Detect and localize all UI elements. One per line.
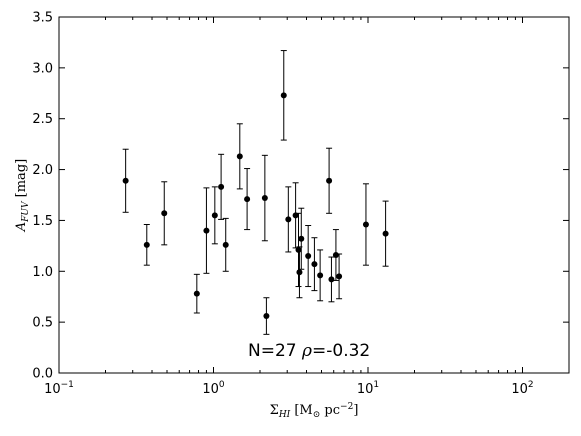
x-tick-labels: 10−1 100 101 102 [44, 380, 534, 397]
data-point [218, 183, 225, 190]
data-point [298, 235, 305, 242]
x-tick-label: 100 [202, 380, 225, 397]
data-point [362, 221, 369, 228]
data-point [317, 272, 324, 279]
y-tick-label: 1.5 [32, 214, 53, 229]
data-point [382, 230, 389, 237]
y-tick-label: 2.0 [32, 163, 53, 178]
data-point [292, 212, 299, 219]
y-tick-label: 0.0 [32, 367, 53, 382]
data-point [328, 276, 335, 283]
data-point [263, 313, 270, 320]
annotation: N=27 ρ=-0.32 [248, 341, 370, 361]
data-point [222, 241, 229, 248]
data-point [211, 212, 218, 219]
data-point [332, 252, 339, 259]
y-tick-label: 1.0 [32, 265, 53, 280]
y-tick-labels: 0.0 0.5 1.0 1.5 2.0 2.5 3.0 3.5 [32, 11, 53, 382]
data-point [143, 241, 150, 248]
data-point [236, 153, 243, 160]
x-tick-label: 10−1 [44, 380, 74, 397]
data-point [122, 177, 129, 184]
y-tick-label: 0.5 [32, 316, 53, 331]
plot-frame [58, 16, 570, 374]
x-axis-label: ΣHI [M⊙ pc−2] [270, 402, 359, 420]
data-point [161, 210, 168, 217]
data-point [295, 246, 302, 253]
y-tick-label: 3.5 [32, 11, 53, 26]
data-point [311, 261, 318, 268]
x-tick-label: 101 [357, 380, 379, 397]
data-point [326, 177, 333, 184]
data-point [296, 269, 303, 276]
data-point [305, 253, 312, 260]
data-points [122, 50, 389, 335]
data-point [280, 92, 287, 99]
data-point [193, 290, 200, 297]
y-axis-label: AFUV [mag] [14, 159, 31, 232]
y-tick-label: 2.5 [32, 112, 53, 127]
data-point [285, 216, 292, 223]
axis-ticks [58, 16, 570, 374]
data-point [244, 196, 251, 203]
data-point [203, 227, 210, 234]
y-tick-label: 3.0 [32, 61, 53, 76]
data-point [261, 195, 268, 202]
data-point [336, 273, 343, 280]
x-tick-label: 102 [511, 380, 533, 397]
